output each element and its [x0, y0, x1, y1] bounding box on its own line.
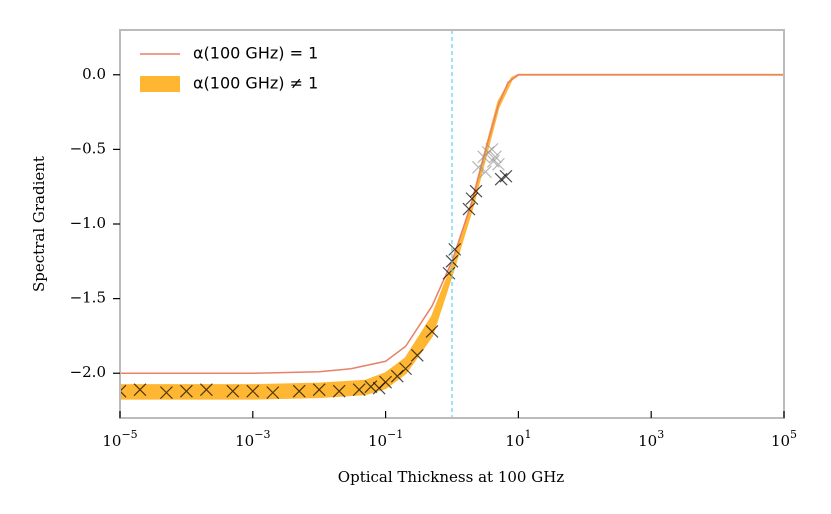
cross-marker — [486, 154, 500, 168]
x-tick-label: 103 — [638, 428, 664, 450]
cross-marker — [485, 142, 499, 156]
cross-marker — [481, 145, 495, 159]
x-tick-label: 10−5 — [102, 428, 137, 450]
cross-marker — [442, 266, 456, 280]
plot — [120, 73, 784, 400]
cross-marker — [410, 348, 424, 362]
legend-label: α(100 GHz) ≠ 1 — [193, 74, 318, 93]
x-tick-base: 10 — [771, 432, 790, 450]
cross-marker — [226, 384, 240, 398]
cross-marker — [292, 384, 306, 398]
y-tick-label: 0.0 — [82, 65, 106, 83]
x-tick-exponent: 3 — [657, 428, 664, 441]
cross-marker — [471, 160, 485, 174]
cross-marker — [379, 375, 393, 389]
x-tick-exponent: 5 — [790, 428, 797, 441]
x-tick-exponent: −5 — [121, 428, 137, 441]
x-tick-exponent: −3 — [254, 428, 270, 441]
cross-marker — [199, 383, 213, 397]
x-tick-label: 105 — [771, 428, 797, 450]
cross-marker — [120, 384, 127, 398]
cross-marker — [399, 362, 413, 376]
legend-swatch — [140, 76, 180, 92]
cross-marker — [332, 384, 346, 398]
line — [120, 74, 784, 374]
legend-label: α(100 GHz) = 1 — [193, 44, 318, 63]
cross-marker — [364, 380, 378, 394]
cross-marker — [479, 165, 492, 179]
x-tick-label: 10−1 — [368, 428, 403, 450]
cross-marker — [312, 383, 326, 397]
x-tick-exponent: 1 — [524, 428, 531, 441]
x-tick-base: 10 — [505, 432, 524, 450]
x-tick-label: 101 — [505, 428, 531, 450]
cross-marker — [246, 384, 260, 398]
cross-marker — [462, 202, 476, 216]
cross-marker — [159, 386, 173, 400]
y-tick-label: −0.5 — [70, 139, 106, 157]
x-tick-base: 10 — [368, 432, 387, 450]
x-tick-base: 10 — [102, 432, 121, 450]
cross-marker — [465, 192, 479, 206]
y-tick-label: −2.0 — [70, 363, 106, 381]
cross-marker — [499, 169, 513, 183]
cross-marker — [469, 184, 483, 198]
cross-marker — [352, 383, 366, 397]
y-tick-label: −1.0 — [70, 214, 106, 232]
x-tick-base: 10 — [638, 432, 657, 450]
cross-marker — [133, 383, 147, 397]
cross-marker — [425, 325, 439, 338]
y-axis-label: Spectral Gradient — [30, 156, 48, 292]
cross-marker — [448, 242, 462, 256]
cross-marker — [488, 150, 502, 164]
cross-marker — [179, 384, 193, 398]
x-axis-label: Optical Thickness at 100 GHz — [338, 468, 564, 486]
x-tick-label: 10−3 — [235, 428, 270, 450]
y-tick-label: −1.5 — [70, 289, 106, 307]
x-tick-base: 10 — [235, 432, 254, 450]
x-tick-exponent: −1 — [387, 428, 403, 441]
cross-marker — [266, 386, 280, 400]
